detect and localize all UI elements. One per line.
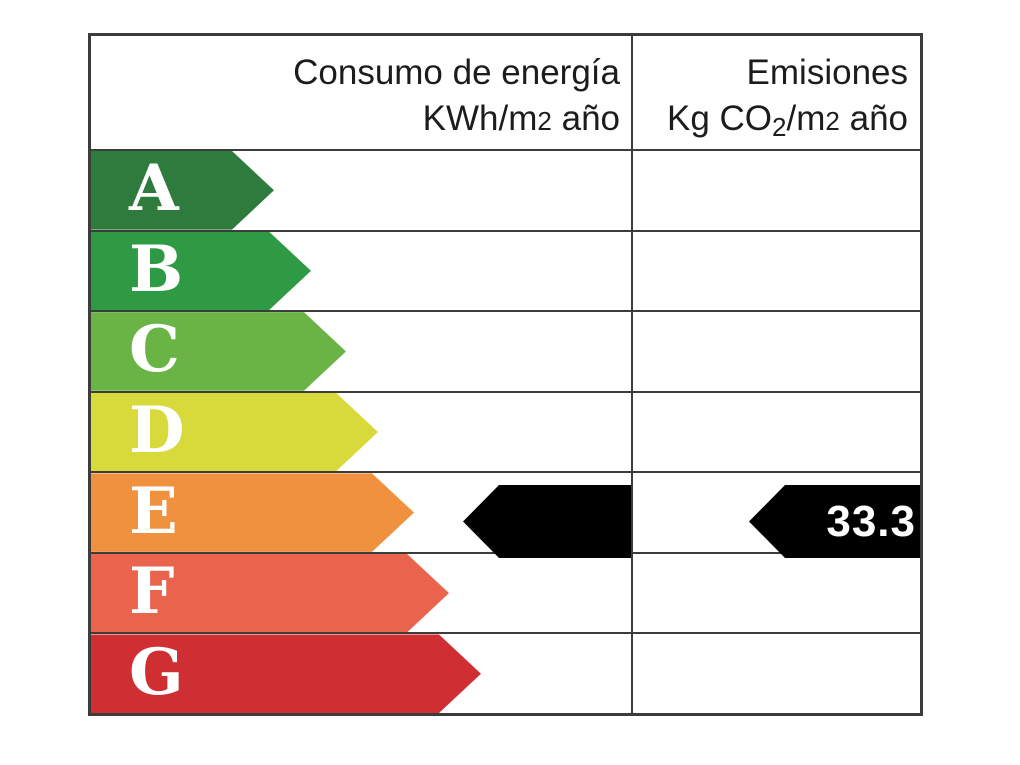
consumo-unit-exponent: 2 bbox=[537, 106, 552, 136]
rating-row-f: F bbox=[91, 551, 920, 633]
rating-letter-g: G bbox=[129, 634, 184, 710]
rating-letter-d: D bbox=[129, 393, 185, 469]
header-emisiones-units: Kg CO2/m2 año bbox=[631, 96, 908, 144]
rating-letter-f: F bbox=[129, 554, 175, 630]
emisiones-unit-subscript: 2 bbox=[772, 111, 787, 142]
header-consumo-title: Consumo de energía bbox=[293, 53, 620, 92]
emisiones-indicator-arrow: 33.3 bbox=[749, 485, 920, 558]
rating-letter-e: E bbox=[129, 473, 178, 549]
header-emisiones: Emisiones Kg CO2/m2 año bbox=[631, 36, 920, 149]
rating-letter-b: B bbox=[129, 231, 184, 307]
header-consumo: Consumo de energía KWh/m2 año bbox=[91, 36, 631, 149]
rating-bar-g: G bbox=[91, 634, 481, 713]
rating-bar-e: E bbox=[91, 473, 414, 552]
rating-bar-c: C bbox=[91, 312, 346, 391]
rating-table: Consumo de energía KWh/m2 año Emisiones … bbox=[88, 33, 923, 716]
table-header: Consumo de energía KWh/m2 año Emisiones … bbox=[91, 36, 920, 151]
rating-row-d: D bbox=[91, 390, 920, 472]
rating-bar-b: B bbox=[91, 232, 311, 311]
rating-row-a: A bbox=[91, 151, 920, 230]
rating-rows: A B C D E bbox=[91, 151, 920, 713]
rating-row-g: G bbox=[91, 632, 920, 713]
rating-bar-d: D bbox=[91, 393, 378, 472]
emisiones-unit-exponent: 2 bbox=[825, 106, 840, 136]
rating-letter-c: C bbox=[129, 312, 180, 388]
header-emisiones-title: Emisiones bbox=[746, 53, 908, 92]
emisiones-indicator-value: 33.3 bbox=[826, 496, 916, 546]
consumo-unit-suffix: año bbox=[551, 99, 620, 138]
emisiones-unit-suffix: año bbox=[839, 99, 908, 138]
column-divider bbox=[631, 36, 633, 713]
rating-row-c: C bbox=[91, 310, 920, 391]
rating-row-e: E bbox=[91, 471, 920, 552]
rating-bar-f: F bbox=[91, 554, 449, 633]
rating-row-b: B bbox=[91, 229, 920, 311]
header-consumo-units: KWh/m2 año bbox=[91, 96, 620, 144]
rating-bar-a: A bbox=[91, 151, 274, 230]
consumo-indicator-arrow bbox=[463, 485, 631, 558]
emisiones-unit-mid: /m bbox=[786, 99, 826, 138]
consumo-unit-text: KWh/m bbox=[422, 99, 538, 138]
rating-letter-a: A bbox=[129, 151, 179, 227]
emisiones-unit-text: Kg CO bbox=[667, 99, 773, 138]
